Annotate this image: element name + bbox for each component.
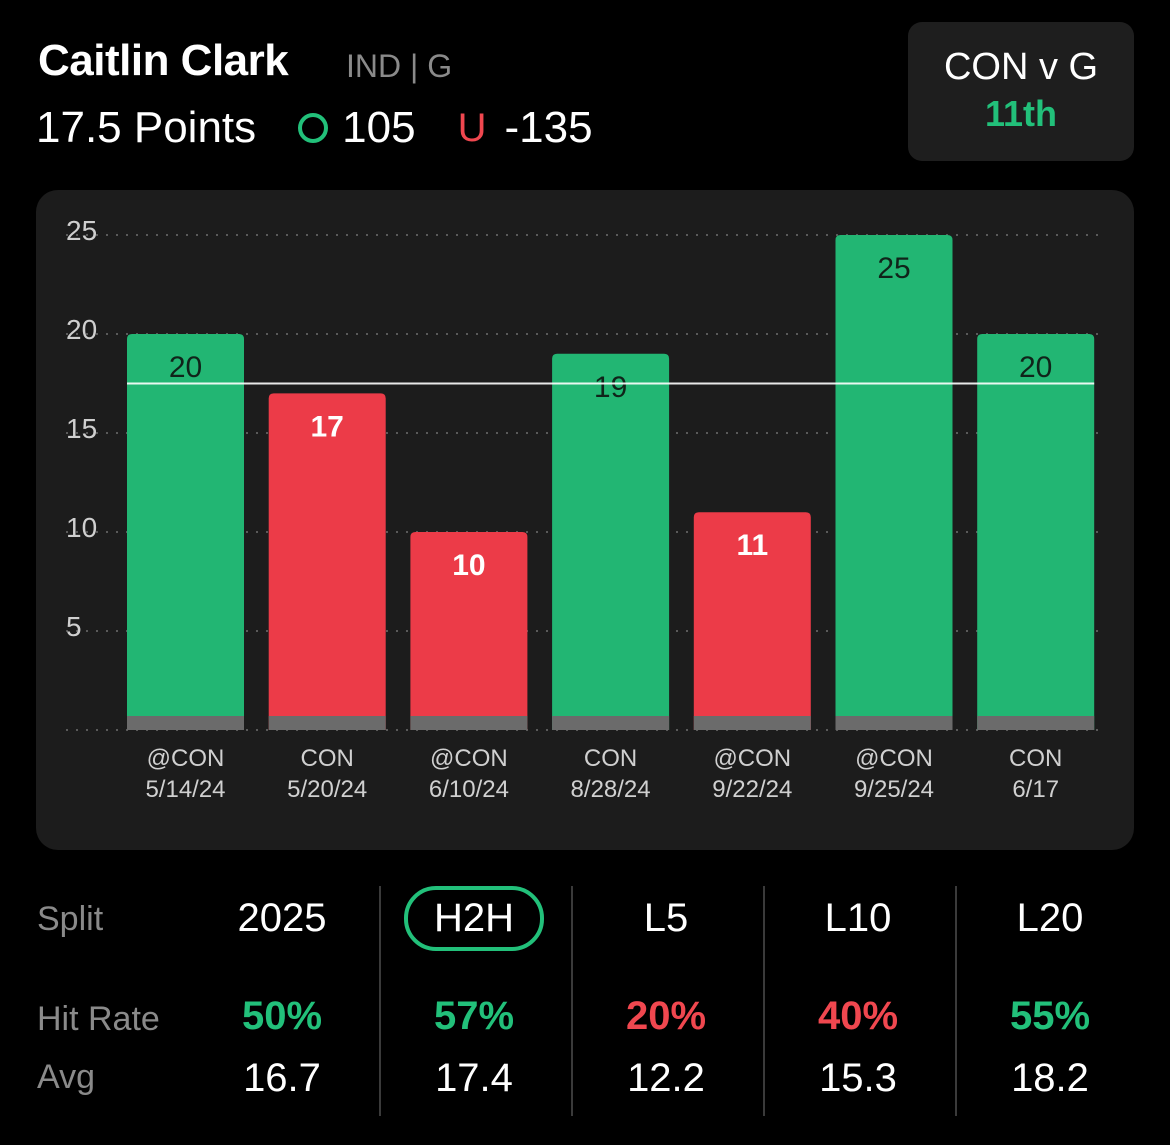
hit-rate-value: 40% [817, 994, 899, 1038]
bar-value-label: 20 [1019, 351, 1052, 384]
hit-rate-value: 57% [433, 994, 515, 1038]
bar [268, 393, 386, 730]
hit-rate-row-label: Hit Rate [37, 1000, 160, 1038]
bar-base-strip [410, 716, 528, 730]
under-icon: U [457, 105, 487, 150]
bar-base-strip [127, 716, 244, 730]
y-tick-label: 10 [66, 512, 97, 543]
bar-value-label: 10 [452, 549, 485, 582]
bar-base-strip [268, 716, 386, 730]
divider [763, 886, 765, 1116]
bar [977, 334, 1095, 730]
over-circle-icon [298, 113, 329, 143]
avg-value: 17.4 [435, 1056, 513, 1100]
bar [552, 353, 670, 730]
x-tick-label: @CON [147, 745, 225, 772]
x-tick-label: @CON [713, 745, 791, 772]
x-tick-label: 5/20/24 [287, 776, 367, 803]
bar-base-strip [552, 716, 670, 730]
avg-value: 15.3 [819, 1056, 897, 1100]
player-name: Caitlin Clark [38, 36, 289, 85]
x-tick-label: @CON [855, 745, 933, 772]
x-tick-label: CON [301, 745, 354, 772]
under-odds[interactable]: -135 [504, 103, 593, 152]
x-tick-label: 6/17 [1012, 776, 1059, 803]
bar-base-strip [835, 716, 953, 730]
divider [379, 886, 381, 1116]
avg-value: 12.2 [627, 1056, 705, 1100]
avg-row-label: Avg [37, 1058, 95, 1096]
bar-value-label: 20 [169, 351, 202, 384]
hit-rate-value: 50% [241, 994, 323, 1038]
split-row-label: Split [37, 900, 104, 938]
split-tab-h2h[interactable]: H2H [384, 886, 564, 951]
bar [693, 512, 811, 730]
avg-value: 16.7 [243, 1056, 321, 1100]
bar-value-label: 17 [311, 410, 344, 443]
points-bar-chart: 5 10 15 20 25 20 @CON 5/14/24 17 CON 5/20/24 10 @CON… [66, 215, 1101, 803]
prop-label: 17.5 Points [36, 103, 257, 152]
x-tick-label: 9/25/24 [854, 776, 934, 803]
y-tick-label: 20 [66, 314, 97, 345]
split-label: L20 [1016, 896, 1084, 940]
split-label: L5 [643, 896, 689, 940]
hit-rate-value: 55% [1009, 994, 1091, 1038]
bar-value-label: 19 [594, 371, 627, 404]
chart-card: 5 10 15 20 25 20 @CON 5/14/24 17 CON 5/20/24 10 @CON… [36, 190, 1134, 850]
y-tick-label: 25 [66, 215, 97, 246]
y-tick-label: 15 [66, 413, 97, 444]
matchup-title: CON v G [943, 46, 1099, 88]
matchup-card[interactable]: CON v G 11th [908, 22, 1134, 161]
bar-value-label: 11 [736, 529, 768, 562]
split-label: L10 [824, 896, 892, 940]
stats-table: Split Hit Rate Avg 2025 50% 16.7 H2H 57%… [0, 880, 1170, 1120]
bar [127, 334, 244, 730]
split-label: 2025 [237, 896, 327, 940]
x-tick-label: 5/14/24 [145, 776, 225, 803]
bar-value-label: 25 [877, 252, 910, 285]
x-tick-label: CON [584, 745, 637, 772]
hit-rate-value: 20% [625, 994, 707, 1038]
bar [835, 235, 953, 730]
x-tick-label: 9/22/24 [712, 776, 792, 803]
team-position: IND | G [346, 48, 453, 84]
avg-value: 18.2 [1011, 1056, 1089, 1100]
bar-base-strip [977, 716, 1095, 730]
y-tick-label: 5 [66, 611, 82, 642]
x-tick-label: @CON [430, 745, 508, 772]
divider [571, 886, 573, 1116]
x-tick-label: CON [1009, 745, 1062, 772]
bar [410, 532, 528, 730]
bar-base-strip [693, 716, 811, 730]
matchup-rank: 11th [984, 93, 1058, 134]
divider [955, 886, 957, 1116]
over-odds[interactable]: 105 [342, 103, 416, 152]
prop-line-row: 17.5 Points 105 U -135 [36, 100, 593, 156]
x-tick-label: 6/10/24 [429, 776, 509, 803]
x-tick-label: 8/28/24 [571, 776, 651, 803]
